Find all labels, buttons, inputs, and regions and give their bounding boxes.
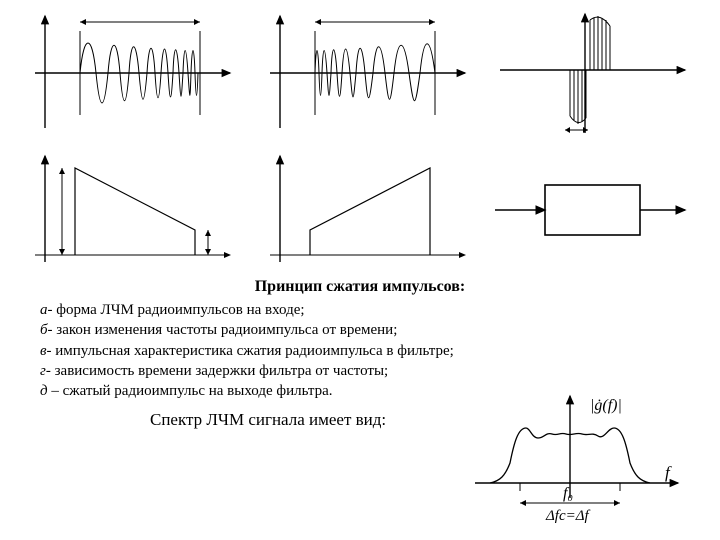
panel-v-impulse-response bbox=[255, 8, 470, 138]
panel-b-freq-law bbox=[20, 150, 235, 270]
spectrum-svg: |ġ(f)| f f₀ Δfс=Δf bbox=[460, 388, 690, 528]
chirp-down-svg bbox=[255, 8, 470, 138]
legend-b: б- закон изменения частоты радиоимпульса… bbox=[40, 320, 680, 340]
legend-a: а- форма ЛЧМ радиоимпульсов на входе; bbox=[40, 300, 680, 320]
block-svg bbox=[490, 150, 690, 270]
spectrum-band: Δfс=Δf bbox=[545, 508, 591, 524]
row-characteristics bbox=[20, 150, 700, 270]
legend-g: г- зависимость времени задержки фильтра … bbox=[40, 361, 680, 381]
page: Принцип сжатия импульсов: а- форма ЛЧМ р… bbox=[0, 0, 720, 540]
panel-a-input-chirp bbox=[20, 8, 235, 138]
legend: а- форма ЛЧМ радиоимпульсов на входе; б-… bbox=[40, 300, 680, 401]
spectrum-f0: f₀ bbox=[563, 485, 573, 502]
panel-filter-block bbox=[490, 150, 700, 270]
spectrum-plot: |ġ(f)| f f₀ Δfс=Δf bbox=[460, 388, 690, 528]
ramp-down-svg bbox=[20, 150, 235, 270]
chirp-up-svg bbox=[20, 8, 235, 138]
compressed-svg bbox=[490, 8, 690, 138]
panel-d-output-compressed bbox=[490, 8, 700, 138]
spectrum-ylabel: |ġ(f)| bbox=[590, 397, 622, 414]
legend-v: в- импульсная характеристика сжатия ради… bbox=[40, 341, 680, 361]
spectrum-caption: Спектр ЛЧМ сигнала имеет вид: bbox=[150, 410, 386, 430]
panel-g-delay-vs-freq bbox=[255, 150, 470, 270]
figure-title: Принцип сжатия импульсов: bbox=[0, 278, 720, 296]
row-waveforms bbox=[20, 8, 700, 138]
ramp-up-svg bbox=[255, 150, 470, 270]
spectrum-xlabel: f bbox=[665, 463, 672, 482]
